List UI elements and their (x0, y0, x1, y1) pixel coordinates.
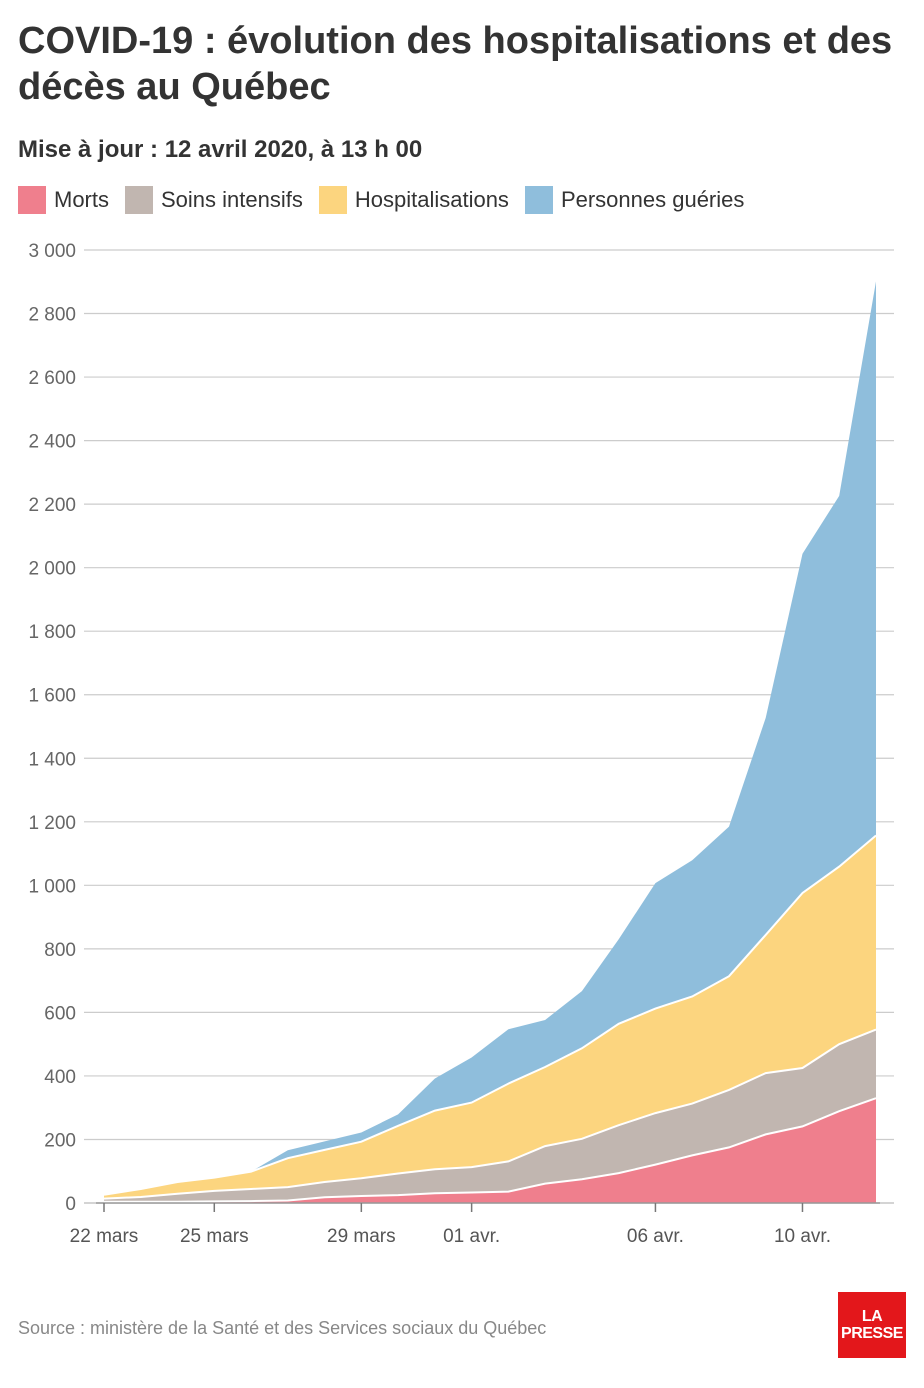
legend-item-personnes-gueries: Personnes guéries (524, 186, 745, 214)
x-tick-label: 29 mars (327, 1226, 396, 1247)
logo-line-2: PRESSE (841, 1325, 903, 1342)
y-tick-label: 1 600 (28, 686, 76, 707)
y-tick-label: 2 600 (28, 368, 76, 389)
chart-legend: Morts Soins intensifs Hospitalisations P… (18, 186, 760, 214)
y-tick-label: 2 400 (28, 432, 76, 453)
legend-item-soins-intensifs: Soins intensifs (125, 186, 303, 214)
legend-label-morts: Morts (54, 187, 109, 212)
area-soins-intensifs (104, 1029, 876, 1202)
legend-swatch-personnes-gueries (524, 186, 553, 214)
logo-line-1: LA (861, 1308, 883, 1325)
y-tick-label: 2 800 (28, 305, 76, 326)
y-tick-label: 0 (65, 1194, 76, 1215)
series-boundary-line (104, 1097, 877, 1203)
legend-label-personnes-gueries: Personnes guéries (560, 187, 745, 212)
y-tick-label: 1 200 (28, 813, 76, 834)
y-tick-label: 200 (44, 1130, 76, 1151)
x-tick-label: 25 mars (180, 1226, 249, 1247)
y-tick-label: 400 (44, 1067, 76, 1088)
y-tick-label: 1 400 (28, 749, 76, 770)
x-tick-label: 06 avr. (627, 1226, 684, 1247)
la-presse-logo: LA PRESSE (838, 1292, 906, 1358)
x-tick-label: 10 avr. (774, 1226, 831, 1247)
x-tick-label: 22 mars (70, 1226, 139, 1247)
x-tick-label: 01 avr. (443, 1226, 500, 1247)
y-tick-label: 2 200 (28, 495, 76, 516)
series-boundary-line (103, 834, 877, 1196)
source-note: Source : ministère de la Santé et des Se… (18, 1318, 547, 1338)
legend-swatch-morts (18, 186, 46, 214)
stacked-area-chart: 0 200 400 600 800 1 000 1 200 1 400 1 600 1 800 2 … (28, 241, 894, 1247)
y-tick-label: 1 000 (28, 876, 76, 897)
y-tick-label: 600 (44, 1003, 76, 1024)
legend-swatch-soins-intensifs (125, 186, 153, 214)
legend-label-hospitalisations: Hospitalisations (354, 187, 509, 212)
area-morts (104, 1098, 876, 1203)
series-boundary-line (103, 1028, 877, 1200)
y-tick-label: 3 000 (28, 241, 76, 262)
legend-swatch-hospitalisations (318, 186, 347, 214)
y-tick-label: 1 800 (28, 622, 76, 643)
area-hospitalisations (104, 835, 876, 1199)
legend-item-hospitalisations: Hospitalisations (318, 186, 509, 214)
chart-title: COVID-19 : évolution des hospitalisation… (18, 20, 893, 108)
area-personnes-gu-ries (104, 281, 876, 1195)
y-tick-label: 2 000 (28, 559, 76, 580)
legend-item-morts: Morts (18, 186, 109, 214)
chart-subtitle: Mise à jour : 12 avril 2020, à 13 h 00 (18, 136, 423, 163)
y-tick-label: 800 (44, 940, 76, 961)
legend-label-soins-intensifs: Soins intensifs (161, 187, 303, 212)
